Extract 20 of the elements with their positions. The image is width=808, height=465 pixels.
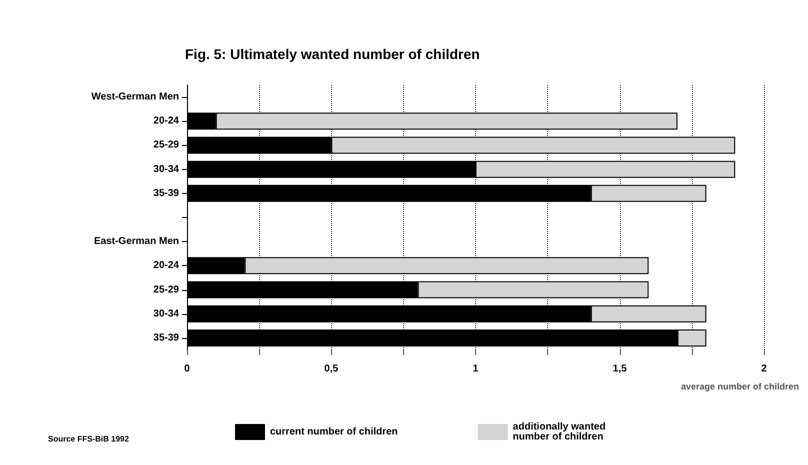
- y-tick-label: 35-39: [153, 188, 180, 199]
- y-tick-label: 30-34: [153, 164, 180, 175]
- x-tick-label: 0,5: [324, 364, 339, 374]
- x-tick-label: 0: [184, 364, 190, 374]
- y-tick-label: 25-29: [153, 140, 180, 151]
- source-note: Source FFS-BiB 1992: [48, 434, 130, 444]
- legend-label: additionally wanted number of children: [512, 422, 608, 442]
- x-axis-title: average number of children: [680, 382, 799, 392]
- x-tick-label: 1,5: [612, 364, 628, 374]
- y-tick-label: East-German Men: [94, 236, 179, 248]
- legend-label: current number of children: [270, 426, 398, 438]
- chart-title: Fig. 5: Ultimately wanted number of children: [185, 46, 480, 62]
- y-tick-label: 35-39: [153, 332, 180, 344]
- x-tick-label: 1: [472, 364, 479, 374]
- y-tick-label: 20-24: [153, 260, 180, 272]
- x-tick-label: 2: [761, 364, 768, 374]
- y-tick-label: West-German Men: [91, 92, 179, 103]
- y-tick-label: 20-24: [153, 116, 180, 127]
- y-tick-label: 30-34: [153, 308, 180, 320]
- y-tick-label: 25-29: [153, 284, 180, 296]
